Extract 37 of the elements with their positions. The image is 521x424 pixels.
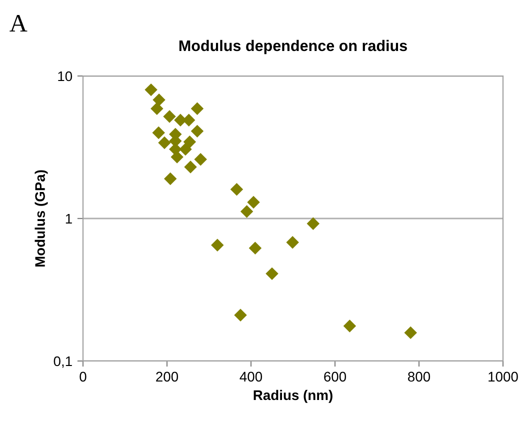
point xyxy=(240,205,254,218)
point xyxy=(184,160,197,174)
point xyxy=(404,326,417,340)
x-tick-label: 0 xyxy=(80,372,86,382)
x-tick-label: 400 xyxy=(240,372,262,382)
point xyxy=(194,153,207,166)
point xyxy=(179,142,192,156)
point xyxy=(144,83,158,96)
point xyxy=(247,196,260,209)
point xyxy=(190,102,204,116)
point xyxy=(248,242,262,254)
x-axis-title: Radius (nm) xyxy=(254,390,332,403)
x-tick-label: 600 xyxy=(324,372,346,382)
text: A xyxy=(10,14,28,32)
y-tick-label: 1 xyxy=(66,214,72,224)
point xyxy=(211,238,224,252)
point xyxy=(266,267,278,280)
point xyxy=(190,124,204,138)
y-tick-label: 0,1 xyxy=(54,356,72,368)
point xyxy=(158,136,171,150)
point xyxy=(234,308,247,322)
x-tick-label: 200 xyxy=(156,372,178,382)
x-tick-label: 1000 xyxy=(488,372,518,382)
point xyxy=(286,236,299,249)
point xyxy=(163,110,176,123)
point xyxy=(343,320,356,332)
point xyxy=(230,183,244,196)
point xyxy=(152,126,165,140)
y-tick-label: 10 xyxy=(58,71,72,82)
point xyxy=(152,94,166,106)
point xyxy=(164,172,177,186)
point xyxy=(150,102,164,116)
x-tick-label: 800 xyxy=(408,372,430,382)
point xyxy=(170,150,184,164)
point xyxy=(306,217,320,230)
y-axis-title: Modulus (GPa) xyxy=(34,170,48,267)
chart-title: Modulus dependence on radius xyxy=(179,40,407,54)
